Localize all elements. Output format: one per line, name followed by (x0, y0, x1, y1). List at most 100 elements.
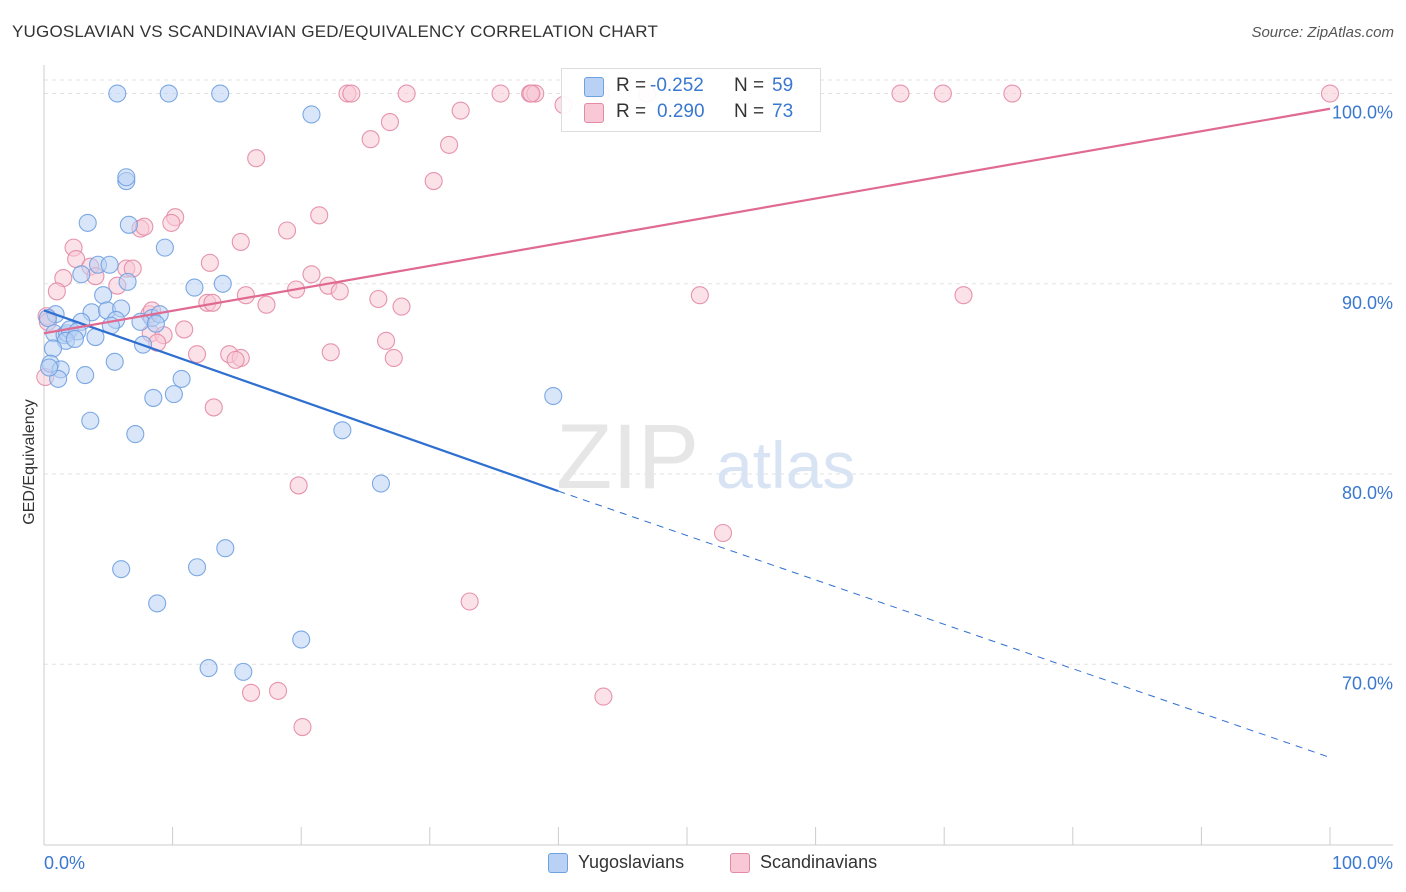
stats-r-label: R = (616, 75, 647, 96)
yugoslavian-point (100, 255, 119, 274)
chart-source: Source: ZipAtlas.com (1251, 24, 1394, 41)
yugoslavian-point (148, 594, 167, 613)
scandinavian-point (380, 113, 399, 132)
yugoslavian-point (76, 366, 95, 385)
yugoslavian-point (105, 352, 124, 371)
yugoslavian-point (292, 630, 311, 649)
yugoslavian-point (108, 84, 127, 103)
yugoslavian-point (371, 474, 390, 493)
yugoslavian-point (164, 385, 183, 404)
stats-r-label: R = (616, 101, 647, 122)
yugoslavian-point (119, 215, 138, 234)
scandinavian-point (933, 84, 952, 103)
stats-swatch-scandinavians (584, 103, 604, 123)
scandinavian-point (257, 295, 276, 314)
scandinavian-point (236, 286, 255, 305)
yugoslavian-point (333, 421, 352, 440)
stats-n-value: 73 (772, 101, 794, 122)
legend-item-scandinavians[interactable]: Scandinavians (730, 852, 877, 873)
scandinavian-point (226, 350, 245, 369)
scandinavian-point (1320, 84, 1340, 103)
scandinavian-point (187, 345, 207, 364)
legend: Yugoslavians Scandinavians (0, 852, 1406, 878)
scandinavian-point (690, 286, 709, 305)
yugoslavian-point (118, 272, 137, 291)
yugoslavian-point (302, 105, 321, 124)
yugoslavian-point (126, 425, 145, 444)
y-tick-label: 70.0% (1342, 673, 1393, 693)
scandinavian-point (440, 135, 459, 154)
yugoslavian-trend-line (43, 309, 559, 493)
scandinavian-point (713, 523, 733, 543)
yugoslavian-point (65, 329, 84, 349)
scandinavian-point (342, 84, 361, 103)
scandinavian-point (460, 592, 479, 611)
scandinavian-point (175, 320, 194, 339)
stats-r-value: -0.252 (650, 75, 704, 96)
y-tick-label: 90.0% (1342, 293, 1393, 313)
scandinavian-point (891, 84, 910, 103)
grid-lines (44, 79, 1393, 665)
stats-r-value: 0.290 (657, 101, 705, 122)
watermark-zip: ZIP (556, 406, 699, 508)
yugoslavian-point (185, 278, 204, 297)
yugoslavian-point (213, 274, 232, 293)
scandinavian-point (310, 206, 329, 225)
yugoslavian-point (146, 314, 165, 333)
yugoslavian-point (144, 388, 163, 407)
legend-label-scandinavians: Scandinavians (760, 852, 878, 872)
yugoslavian-point (187, 558, 207, 577)
scandinavian-point (377, 331, 396, 350)
scandinavian-point (289, 476, 308, 495)
x-tick-label-min: 0.0% (44, 853, 85, 873)
yugoslavian-point (199, 659, 218, 678)
scandinavian-point (361, 130, 380, 149)
x-tick-label-max: 100.0% (1332, 853, 1393, 873)
scandinavian-point (954, 286, 973, 305)
yugoslavian-point (72, 265, 91, 284)
scandinavian-point (135, 217, 154, 236)
legend-swatch-scandinavians (730, 852, 750, 873)
scandinavian-point (200, 253, 219, 272)
scandinavian-point (392, 297, 411, 316)
stats-n-label: N = (734, 75, 765, 96)
scandinavian-trend-line (43, 107, 1331, 335)
y-tick-labels: 70.0% 80.0% 90.0% 100.0% (1332, 103, 1393, 694)
scandinavian-point (247, 149, 266, 168)
yugoslavian-point (117, 168, 136, 187)
yugoslavian-point (94, 286, 113, 305)
yugoslavian-point (159, 84, 178, 103)
scandinavian-point (269, 681, 288, 700)
yugoslavian-point (112, 560, 131, 579)
scandinavian-point (302, 265, 321, 284)
legend-swatch-yugoslavians (548, 852, 568, 873)
scandinavian-point (204, 398, 223, 417)
y-tick-label: 100.0% (1332, 103, 1393, 123)
scandinavian-point (424, 171, 443, 191)
stats-n-label: N = (734, 101, 765, 122)
yugoslavian-point (172, 369, 191, 388)
yugoslavian-point (40, 358, 59, 377)
scandinavian-point (321, 343, 340, 362)
yugoslavian-points (38, 84, 563, 681)
yugoslavian-point (234, 662, 253, 681)
scandinavian-point (47, 282, 66, 301)
yugoslavian-point (544, 386, 563, 406)
scandinavian-point (1003, 84, 1022, 103)
stats-swatch-yugoslavians (584, 77, 604, 97)
scandinavian-point (162, 213, 181, 232)
yugoslavian-point (81, 411, 100, 430)
yugoslavian-point (155, 238, 174, 257)
chart-title: YUGOSLAVIAN VS SCANDINAVIAN GED/EQUIVALE… (12, 22, 659, 41)
watermark-atlas: atlas (716, 428, 855, 502)
scandinavian-point (491, 84, 510, 103)
scandinavian-point (278, 221, 297, 240)
scandinavian-point (293, 717, 312, 737)
trend-lines (43, 107, 1331, 758)
scandinavian-point (384, 348, 403, 368)
legend-item-yugoslavians[interactable]: Yugoslavians (548, 852, 684, 873)
scandinavian-point (330, 282, 349, 301)
scandinavian-point (241, 683, 261, 702)
scandinavian-point (594, 687, 613, 706)
